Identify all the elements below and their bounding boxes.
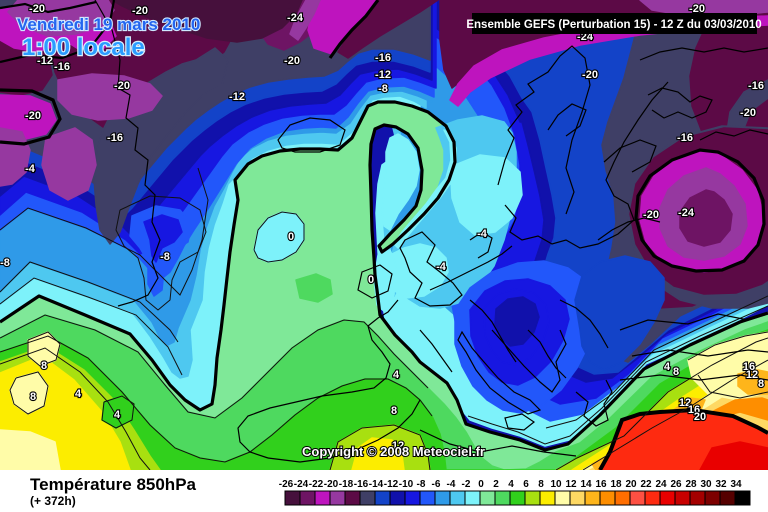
svg-text:-16: -16 bbox=[748, 80, 764, 92]
svg-text:-16: -16 bbox=[54, 61, 70, 73]
svg-text:8: 8 bbox=[391, 405, 397, 417]
svg-text:16: 16 bbox=[743, 361, 755, 373]
svg-text:-4: -4 bbox=[25, 163, 36, 175]
svg-text:-20: -20 bbox=[132, 5, 148, 17]
svg-text:14: 14 bbox=[580, 479, 592, 490]
svg-text:32: 32 bbox=[715, 479, 727, 490]
svg-text:6: 6 bbox=[523, 479, 529, 490]
svg-text:28: 28 bbox=[685, 479, 697, 490]
svg-text:4: 4 bbox=[75, 388, 82, 400]
svg-text:-20: -20 bbox=[582, 69, 598, 81]
svg-text:-20: -20 bbox=[284, 55, 300, 67]
svg-text:-16: -16 bbox=[107, 132, 123, 144]
svg-text:-18: -18 bbox=[339, 479, 354, 490]
svg-text:34: 34 bbox=[730, 479, 742, 490]
svg-text:-8: -8 bbox=[378, 83, 388, 95]
svg-text:-8: -8 bbox=[417, 479, 426, 490]
svg-text:-8: -8 bbox=[160, 251, 170, 263]
svg-text:-20: -20 bbox=[114, 80, 130, 92]
svg-text:-20: -20 bbox=[29, 3, 45, 15]
svg-text:22: 22 bbox=[640, 479, 652, 490]
svg-text:-4: -4 bbox=[436, 261, 447, 273]
svg-text:18: 18 bbox=[610, 479, 622, 490]
svg-text:-24: -24 bbox=[287, 12, 304, 24]
svg-text:8: 8 bbox=[30, 391, 36, 403]
svg-text:-12: -12 bbox=[375, 69, 391, 81]
svg-text:-6: -6 bbox=[432, 479, 441, 490]
svg-text:-12: -12 bbox=[229, 91, 245, 103]
svg-text:24: 24 bbox=[655, 479, 667, 490]
svg-text:-2: -2 bbox=[462, 479, 471, 490]
svg-text:1:00 locale: 1:00 locale bbox=[22, 34, 145, 61]
svg-text:12: 12 bbox=[392, 440, 404, 452]
svg-text:-20: -20 bbox=[740, 107, 756, 119]
svg-text:0: 0 bbox=[368, 274, 374, 286]
svg-text:-24: -24 bbox=[294, 479, 309, 490]
svg-text:Température 850hPa: Température 850hPa bbox=[30, 475, 197, 494]
svg-text:-24: -24 bbox=[678, 207, 695, 219]
svg-text:10: 10 bbox=[550, 479, 562, 490]
svg-text:4: 4 bbox=[114, 409, 121, 421]
svg-text:12: 12 bbox=[679, 397, 691, 409]
svg-text:8: 8 bbox=[41, 360, 47, 372]
svg-text:Ensemble GEFS (Perturbation 15: Ensemble GEFS (Perturbation 15) - 12 Z d… bbox=[466, 19, 761, 31]
svg-text:26: 26 bbox=[670, 479, 682, 490]
svg-text:30: 30 bbox=[700, 479, 712, 490]
svg-text:8: 8 bbox=[538, 479, 544, 490]
svg-text:-16: -16 bbox=[375, 52, 391, 64]
svg-text:-20: -20 bbox=[25, 110, 41, 122]
svg-text:4: 4 bbox=[393, 369, 400, 381]
svg-text:-14: -14 bbox=[369, 479, 384, 490]
svg-text:0: 0 bbox=[478, 479, 484, 490]
svg-text:12: 12 bbox=[565, 479, 577, 490]
svg-text:-22: -22 bbox=[309, 479, 324, 490]
svg-text:-20: -20 bbox=[689, 3, 705, 15]
svg-text:-10: -10 bbox=[399, 479, 414, 490]
svg-text:20: 20 bbox=[625, 479, 637, 490]
svg-text:-4: -4 bbox=[447, 479, 456, 490]
svg-text:20: 20 bbox=[694, 411, 706, 423]
svg-text:8: 8 bbox=[758, 378, 764, 390]
svg-text:-26: -26 bbox=[279, 479, 294, 490]
svg-text:2: 2 bbox=[493, 479, 499, 490]
svg-text:-16: -16 bbox=[354, 479, 369, 490]
svg-text:Vendredi 19 mars 2010: Vendredi 19 mars 2010 bbox=[17, 15, 200, 34]
svg-text:-8: -8 bbox=[0, 257, 10, 269]
svg-text:4: 4 bbox=[508, 479, 514, 490]
svg-text:4: 4 bbox=[664, 361, 671, 373]
svg-text:-16: -16 bbox=[677, 132, 693, 144]
svg-text:0: 0 bbox=[288, 231, 294, 243]
svg-text:-20: -20 bbox=[324, 479, 339, 490]
svg-text:-4: -4 bbox=[477, 228, 488, 240]
svg-text:-12: -12 bbox=[384, 479, 399, 490]
svg-text:Copyright © 2008 Meteociel.fr: Copyright © 2008 Meteociel.fr bbox=[302, 444, 485, 459]
svg-text:16: 16 bbox=[595, 479, 607, 490]
svg-text:-20: -20 bbox=[643, 209, 659, 221]
svg-text:16: 16 bbox=[688, 404, 700, 416]
svg-text:(+ 372h): (+ 372h) bbox=[30, 494, 76, 508]
svg-text:8: 8 bbox=[673, 366, 679, 378]
svg-text:12: 12 bbox=[746, 369, 758, 381]
svg-text:-12: -12 bbox=[37, 55, 53, 67]
